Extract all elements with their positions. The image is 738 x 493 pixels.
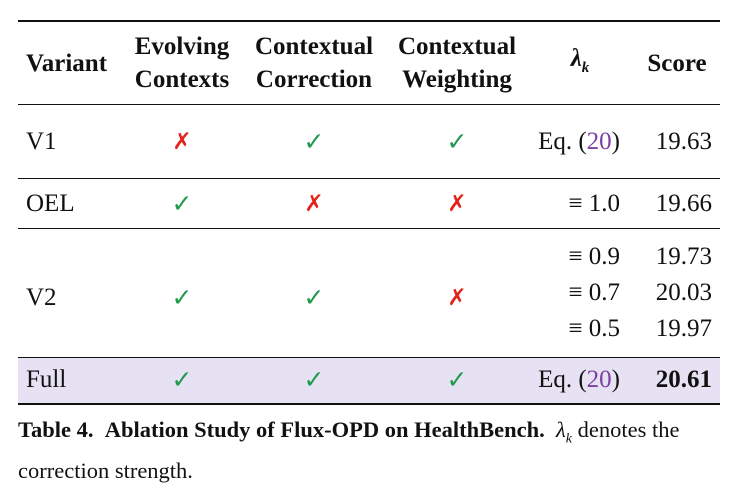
check-icon: ✓ xyxy=(171,365,193,395)
equation-ref-link[interactable]: 20 xyxy=(586,127,612,155)
check-icon: ✓ xyxy=(303,126,325,156)
header-contextual-correction: Contextual Correction xyxy=(240,21,388,105)
cell-variant: V1 xyxy=(26,127,57,155)
cell-weighting: ✗ xyxy=(388,229,526,358)
check-icon: ✓ xyxy=(446,365,468,395)
cross-icon: ✗ xyxy=(447,285,467,311)
table-row-v1: V1 ✗ ✓ ✓ Eq. (20) 19.63 xyxy=(18,105,720,179)
cell-lambda: ≡ 0.7 xyxy=(568,279,620,306)
cell-lambda: ≡ 1.0 xyxy=(568,189,620,217)
check-icon: ✓ xyxy=(171,283,193,312)
cell-correction: ✗ xyxy=(240,179,388,229)
cell-variant: V2 xyxy=(26,284,57,311)
check-icon: ✓ xyxy=(303,365,325,395)
cell-score: 19.63 xyxy=(655,127,712,155)
caption-label: Table 4. xyxy=(18,417,94,442)
header-evolving-line2: Contexts xyxy=(134,66,230,93)
equation-ref-link[interactable]: 20 xyxy=(586,366,612,394)
cell-weighting: ✓ xyxy=(388,105,526,179)
cell-evolving: ✗ xyxy=(124,105,240,179)
cell-weighting: ✓ xyxy=(388,358,526,404)
header-weighting-line2: Weighting xyxy=(402,66,512,93)
cell-evolving: ✓ xyxy=(124,229,240,358)
header-lambda-symbol: λk xyxy=(570,44,590,76)
header-evolving-line1: Evolving xyxy=(134,33,230,60)
caption-lambda: λk xyxy=(556,417,572,447)
cell-weighting: ✗ xyxy=(388,179,526,229)
table-row-v2-sub: ≡ 0.7 20.03 xyxy=(18,275,720,311)
cell-lambda: ≡ 0.5 xyxy=(568,315,620,342)
table-row-v2: V2 ✓ ✓ ✗ ≡ 0.9 19.73 xyxy=(18,229,720,312)
header-variant: Variant xyxy=(26,49,108,77)
check-icon: ✓ xyxy=(446,126,468,156)
header-correction-line2: Correction xyxy=(255,66,373,93)
cell-evolving: ✓ xyxy=(124,179,240,229)
cell-correction: ✓ xyxy=(240,358,388,404)
table-row-oel: OEL ✓ ✗ ✗ ≡ 1.0 19.66 xyxy=(18,179,720,229)
cell-score: 20.03 xyxy=(655,279,712,306)
header-contextual-weighting: Contextual Weighting xyxy=(388,21,526,105)
header-correction-line1: Contextual xyxy=(254,33,374,60)
cell-score: 19.97 xyxy=(655,315,712,342)
cell-correction: ✓ xyxy=(240,105,388,179)
cell-score: 19.66 xyxy=(655,189,712,217)
header-weighting-line1: Contextual xyxy=(397,33,517,60)
cross-icon: ✗ xyxy=(447,190,467,217)
cross-icon: ✗ xyxy=(304,190,324,217)
caption-title: Ablation Study of Flux-OPD on HealthBenc… xyxy=(104,417,545,442)
ablation-table: Variant Evolving Contexts Contextual Cor… xyxy=(18,20,720,405)
cell-correction: ✓ xyxy=(240,229,388,358)
table-header-row: Variant Evolving Contexts Contextual Cor… xyxy=(18,21,720,105)
table-row-full: Full ✓ ✓ ✓ Eq. (20) 20.61 xyxy=(18,357,720,404)
caption-text: denotes the correction strength. xyxy=(18,417,680,483)
cell-evolving: ✓ xyxy=(124,358,240,404)
cell-variant: OEL xyxy=(26,189,75,217)
cell-score-best: 20.61 xyxy=(655,366,712,394)
ablation-table-container: Variant Evolving Contexts Contextual Cor… xyxy=(18,20,720,405)
cell-lambda: Eq. (20) xyxy=(538,366,620,394)
cell-score: 19.73 xyxy=(655,243,712,270)
header-score: Score xyxy=(647,49,707,77)
table-caption: Table 4. Ablation Study of Flux-OPD on H… xyxy=(18,414,723,486)
cell-lambda: Eq. (20) xyxy=(538,127,620,155)
cell-variant: Full xyxy=(26,366,67,394)
check-icon: ✓ xyxy=(303,283,325,312)
cross-icon: ✗ xyxy=(172,128,192,155)
check-icon: ✓ xyxy=(171,188,193,218)
cell-lambda: ≡ 0.9 xyxy=(568,243,620,270)
header-evolving-contexts: Evolving Contexts xyxy=(124,21,240,105)
header-lambda: λk xyxy=(526,21,634,105)
